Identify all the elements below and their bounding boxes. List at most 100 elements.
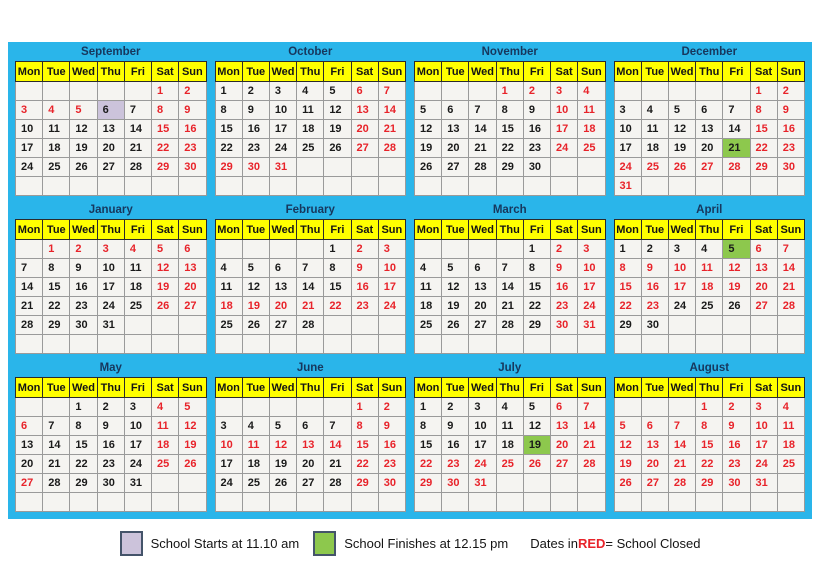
day-cell — [550, 176, 579, 196]
day-cell — [776, 176, 806, 196]
day-cell: 10 — [123, 416, 153, 436]
month-table: Mon Tue Wed Thu Fri Sat Sun 1 2 3 4 5 6 7 8 9 10 11 12 13 14… — [14, 219, 207, 354]
day-cell: 27 — [268, 315, 298, 335]
weekday-header: Fri — [722, 377, 751, 398]
day-cell: 11 — [123, 258, 153, 278]
weekday-header: Sat — [350, 377, 379, 398]
weekday-header: Tue — [42, 61, 71, 82]
day-cell: 3 — [613, 100, 642, 120]
day-cell — [42, 397, 71, 417]
month-title: July — [498, 362, 522, 374]
weekday-header: Sun — [577, 219, 606, 240]
day-cell: 16 — [69, 277, 98, 297]
month-title: November — [481, 46, 538, 58]
weekday-header: Wed — [468, 377, 497, 398]
day-cell: 29 — [350, 473, 379, 493]
day-cell: 21 — [377, 119, 407, 139]
month-table: Mon Tue Wed Thu Fri Sat Sun 1 2 3 4 5 6 7 8 9 10 11 12 13 14… — [214, 61, 407, 196]
day-cell — [522, 334, 552, 354]
day-cell: 23 — [722, 454, 751, 474]
day-cell: 12 — [241, 277, 270, 297]
day-cell — [151, 315, 180, 335]
day-cell: 27 — [749, 296, 778, 316]
weekday-header: Tue — [441, 61, 470, 82]
day-cell — [350, 334, 379, 354]
day-cell: 11 — [640, 119, 669, 139]
day-cell: 14 — [577, 416, 606, 436]
day-cell: 7 — [577, 397, 606, 417]
day-cell: 29 — [522, 315, 552, 335]
day-cell: 24 — [749, 454, 778, 474]
day-cell — [214, 239, 243, 259]
weekday-header: Wed — [268, 377, 298, 398]
day-cell — [550, 473, 579, 493]
day-cell: 30 — [522, 157, 552, 177]
day-cell: 13 — [468, 277, 497, 297]
day-cell — [96, 492, 125, 512]
day-cell — [667, 334, 697, 354]
day-cell: 24 — [577, 296, 606, 316]
weekday-header: Wed — [69, 219, 98, 240]
day-cell: 11 — [413, 277, 443, 297]
day-cell: 6 — [749, 239, 778, 259]
day-cell: 22 — [695, 454, 724, 474]
day-cell: 20 — [640, 454, 669, 474]
day-cell: 10 — [214, 435, 243, 455]
day-cell: 8 — [613, 258, 642, 278]
day-cell: 18 — [695, 277, 724, 297]
day-cell — [69, 334, 98, 354]
weekday-header: Thu — [695, 377, 724, 398]
weekday-header: Wed — [268, 61, 298, 82]
day-cell: 2 — [69, 239, 98, 259]
day-cell — [323, 397, 352, 417]
day-cell: 2 — [241, 81, 270, 101]
day-cell: 11 — [776, 416, 806, 436]
day-cell: 1 — [69, 397, 98, 417]
day-cell: 28 — [296, 315, 325, 335]
month-june: June Mon Tue Wed Thu Fri Sat Sun 1 2 3 4 5 6 7 8 9 10 11 12… — [214, 360, 407, 512]
day-cell: 18 — [495, 435, 524, 455]
day-cell — [413, 239, 443, 259]
month-title: October — [288, 46, 333, 58]
day-cell: 20 — [268, 296, 298, 316]
day-cell — [377, 315, 407, 335]
day-cell: 13 — [14, 435, 44, 455]
day-cell: 21 — [722, 138, 751, 158]
day-cell: 3 — [214, 416, 243, 436]
day-cell: 19 — [241, 296, 270, 316]
day-cell — [178, 492, 207, 512]
day-cell — [468, 176, 497, 196]
day-cell: 27 — [178, 296, 207, 316]
day-cell: 9 — [178, 100, 207, 120]
day-cell: 20 — [296, 454, 325, 474]
day-cell — [441, 81, 470, 101]
day-cell: 21 — [42, 454, 71, 474]
day-cell: 13 — [268, 277, 298, 297]
day-cell: 25 — [695, 296, 724, 316]
day-cell: 3 — [577, 239, 606, 259]
day-cell: 26 — [323, 138, 352, 158]
day-cell: 3 — [123, 397, 153, 417]
month-title: December — [681, 46, 738, 58]
day-cell: 13 — [350, 100, 379, 120]
month-february: February Mon Tue Wed Thu Fri Sat Sun 1 2 3 4 5 6 7 8 9 10… — [214, 202, 407, 354]
day-cell: 25 — [577, 138, 606, 158]
day-cell: 27 — [350, 138, 379, 158]
day-cell — [214, 397, 243, 417]
month-august: August Mon Tue Wed Thu Fri Sat Sun 1 2 3 4 5 6 7 8 9 10 11… — [613, 360, 806, 512]
day-cell: 15 — [69, 435, 98, 455]
day-cell: 3 — [14, 100, 44, 120]
weekday-header: Sun — [178, 219, 207, 240]
weekday-header: Mon — [413, 377, 443, 398]
day-cell: 9 — [722, 416, 751, 436]
month-title: February — [285, 204, 335, 216]
day-cell: 25 — [495, 454, 524, 474]
day-cell — [722, 334, 751, 354]
day-cell — [722, 315, 751, 335]
day-cell: 6 — [296, 416, 325, 436]
day-cell: 14 — [323, 435, 352, 455]
weekday-header: Fri — [123, 61, 153, 82]
day-cell: 23 — [241, 138, 270, 158]
day-cell — [722, 492, 751, 512]
day-cell: 30 — [96, 473, 125, 493]
